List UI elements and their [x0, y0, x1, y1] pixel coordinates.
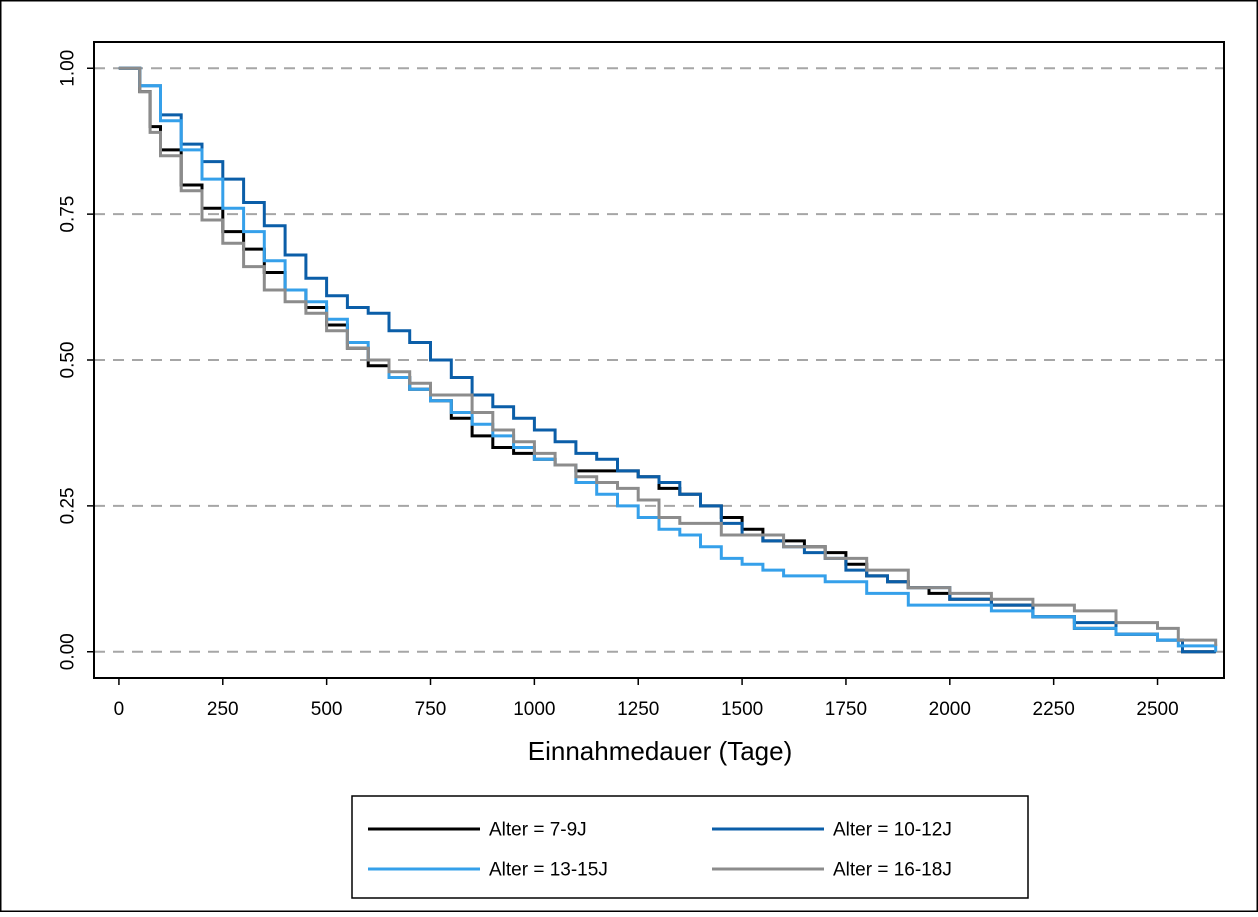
x-tick-label: 250: [207, 699, 239, 720]
legend-label: Alter = 10-12J: [833, 820, 952, 841]
x-tick-label: 0: [114, 699, 125, 720]
legend-label: Alter = 16-18J: [833, 860, 952, 881]
x-tick-label: 2250: [1033, 699, 1075, 720]
y-tick-label: 0.25: [58, 487, 79, 524]
x-tick-label: 750: [415, 699, 447, 720]
legend-label: Alter = 13-15J: [489, 860, 608, 881]
x-tick-label: 500: [311, 699, 343, 720]
x-tick-label: 2500: [1136, 699, 1178, 720]
gridlines: [94, 67, 1224, 653]
x-tick-label: 1000: [513, 699, 555, 720]
series-layer: [118, 66, 1218, 654]
x-axis-title: Einnahmedauer (Tage): [528, 736, 793, 766]
legend-box: [351, 795, 1029, 899]
y-tick-label: 0.50: [58, 342, 79, 379]
legend-label: Alter = 7-9J: [489, 820, 587, 841]
series-line-4: [118, 66, 1218, 646]
y-tick-label: 1.00: [58, 50, 79, 87]
y-tick-label: 0.75: [58, 196, 79, 233]
x-tick-label: 1750: [825, 699, 867, 720]
y-axis: 0.00 0.25 0.50 0.75 1.00: [58, 50, 94, 670]
x-tick-label: 2000: [929, 699, 971, 720]
x-tick-label: 1250: [617, 699, 659, 720]
x-axis: 0 250 500 750 1000 1250 1500 1750 2000 2250 2500: [114, 678, 1179, 720]
legend: Alter = 7-9J Alter = 10-12J Alter = 13-15J…: [351, 795, 1029, 899]
y-tick-label: 0.00: [58, 633, 79, 670]
x-tick-label: 1500: [721, 699, 763, 720]
